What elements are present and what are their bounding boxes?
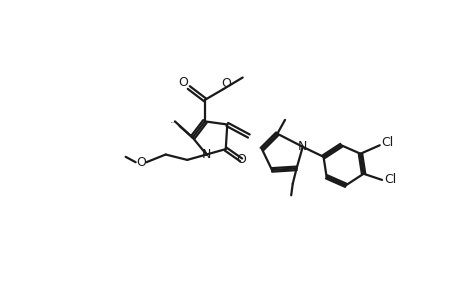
Text: O: O: [136, 156, 146, 169]
Text: methyl: methyl: [171, 122, 176, 123]
Text: O: O: [221, 77, 231, 90]
Text: Cl: Cl: [385, 173, 397, 186]
Text: O: O: [178, 76, 188, 88]
Text: N: N: [298, 140, 307, 153]
Text: O: O: [236, 154, 246, 166]
Text: N: N: [202, 148, 211, 161]
Text: Cl: Cl: [381, 137, 394, 149]
